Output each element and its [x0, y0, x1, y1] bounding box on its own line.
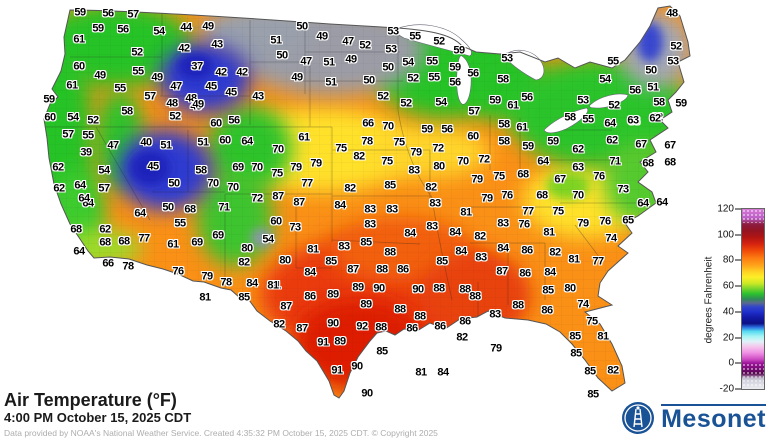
- colorbar-tick-label: -20: [719, 383, 734, 395]
- temperature-colorbar: degrees Fahrenheit 120 100 80 60 40 20 0 -20: [700, 203, 768, 395]
- attribution-text: Data provided by NOAA's National Weather…: [4, 428, 438, 438]
- lake-michigan: [456, 55, 472, 105]
- lake-ontario: [589, 93, 629, 109]
- colorbar-tick-mark: [735, 311, 741, 313]
- colorbar-tick-label: 40: [722, 306, 734, 318]
- colorbar-tick-mark: [735, 388, 741, 390]
- mesonet-logo[interactable]: Mesonet: [621, 401, 766, 435]
- colorbar-tick-mark: [735, 337, 741, 339]
- colorbar-tick-mark: [735, 259, 741, 261]
- colorbar-tick-mark: [735, 285, 741, 287]
- map-timestamp: 4:00 PM October 15, 2025 CDT: [4, 410, 192, 426]
- colorbar-tick-label: 60: [722, 280, 734, 292]
- colorbar-gradient: [741, 208, 765, 390]
- colorbar-tick-label: 120: [717, 203, 734, 215]
- colorbar-tick-mark: [735, 234, 741, 236]
- mesonet-logo-text: Mesonet: [661, 404, 766, 433]
- title-block: Air Temperature (°F) 4:00 PM October 15,…: [4, 389, 438, 438]
- colorbar-tick-label: 100: [717, 229, 734, 241]
- colorbar-tick-mark: [735, 362, 741, 364]
- colorbar-axis-label: degrees Fahrenheit: [703, 256, 715, 344]
- lake-erie: [543, 107, 589, 134]
- state-borders: [45, 12, 648, 318]
- map-title: Air Temperature (°F): [4, 389, 177, 410]
- colorbar-tick-label: 20: [722, 332, 734, 344]
- temperature-field: [44, 6, 690, 398]
- colorbar-tick-label: 0: [728, 357, 734, 369]
- lake-superior: [395, 24, 472, 57]
- colorbar-tick-mark: [735, 208, 741, 210]
- mesonet-logo-icon: [621, 401, 655, 435]
- colorbar-tick-label: 80: [722, 254, 734, 266]
- us-outline: [43, 5, 691, 399]
